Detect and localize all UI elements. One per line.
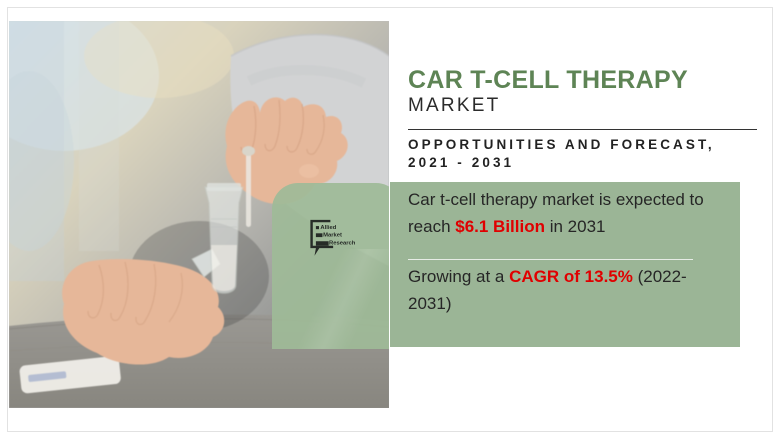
svg-text:Allied: Allied [320, 225, 336, 231]
svg-text:Research: Research [329, 240, 356, 246]
svg-text:Market: Market [323, 232, 342, 238]
